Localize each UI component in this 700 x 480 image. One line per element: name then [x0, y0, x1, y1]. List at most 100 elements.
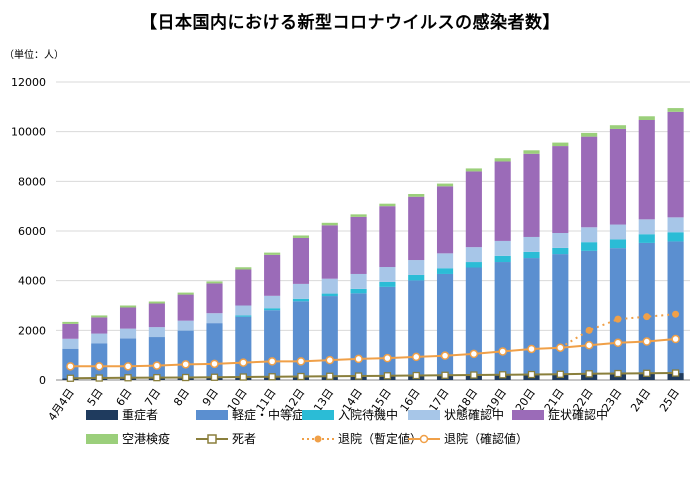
x-tick-label-1: 5日: [85, 386, 106, 408]
bar-segment-s4-13: [436, 186, 454, 254]
line-marker-2-2: [123, 362, 133, 371]
bar-segment-s2-19: [609, 239, 627, 249]
line-marker-2-21: [671, 334, 680, 344]
x-tick-label-20: 24日: [628, 386, 653, 414]
bar-segment-s3-15: [494, 240, 511, 256]
bar-segment-s5-7: [264, 252, 281, 255]
line-marker-0-8: [297, 372, 305, 381]
bar-segment-s4-11: [379, 206, 396, 268]
line-marker-2-3: [152, 361, 162, 370]
bar-segment-s4-14: [465, 171, 482, 248]
line-marker-2-11: [383, 353, 392, 363]
bar-segment-s1-14: [465, 267, 482, 376]
y-tick-label-4000: 4000: [18, 275, 46, 288]
bar-segment-s4-21: [667, 111, 684, 218]
line-marker-2-8: [296, 357, 306, 366]
x-tick-label-14: 18日: [455, 386, 480, 414]
line-marker-0-11: [383, 372, 392, 380]
line-marker-0-6: [239, 373, 247, 381]
bar-segment-s3-1: [91, 333, 108, 344]
y-tick-label-6000: 6000: [18, 225, 46, 238]
x-tick-label-19: 23日: [599, 386, 624, 414]
line-marker-2-18: [584, 340, 594, 350]
line-marker-1-20: [643, 313, 651, 321]
bar-segment-s1-3: [148, 337, 165, 379]
bar-segment-s5-6: [235, 267, 252, 270]
line-marker-0-16: [527, 370, 536, 379]
bar-layer: [62, 108, 684, 380]
bar-segment-s3-21: [667, 217, 684, 233]
x-tick-label-4: 8日: [171, 386, 192, 408]
x-tick-label-12: 16日: [398, 386, 423, 414]
line-marker-2-5: [210, 359, 219, 369]
bar-segment-s4-8: [292, 237, 310, 284]
line-marker-0-15: [499, 371, 507, 379]
line-layer: [66, 310, 680, 382]
bar-segment-s4-7: [264, 254, 281, 296]
bar-segment-s1-6: [235, 316, 252, 378]
bar-segment-s3-19: [609, 224, 627, 240]
x-axis: 4月4日 5日 6日 7日 8日 9日 10日 11日 12日 13日 14日 15日 16日 17日 18…: [46, 386, 682, 423]
bar-segment-s1-11: [379, 286, 396, 377]
bar-segment-s5-9: [321, 222, 338, 226]
line-path-1: [559, 313, 676, 349]
bar-segment-s2-6: [235, 315, 252, 317]
bar-segment-s5-2: [119, 305, 137, 308]
x-tick-label-2: 6日: [114, 386, 135, 408]
x-tick-label-16: 20日: [513, 386, 538, 414]
bar-segment-s1-17: [552, 254, 569, 375]
bar-segment-s4-4: [177, 294, 194, 321]
y-tick-label-12000: 12000: [11, 76, 46, 89]
bar-segment-s3-16: [523, 236, 540, 252]
line-marker-0-13: [441, 371, 449, 379]
chart-title: 【日本国内における新型コロナウイルスの感染者数】: [140, 13, 560, 33]
line-marker-1-21: [672, 310, 680, 318]
bar-segment-s4-1: [91, 317, 108, 334]
bar-segment-s2-10: [350, 288, 367, 294]
bar-segment-s4-17: [552, 146, 569, 233]
bar-segment-s2-8: [292, 298, 310, 302]
line-marker-2-16: [527, 344, 536, 354]
bar-segment-s3-9: [321, 278, 338, 294]
x-tick-label-13: 17日: [427, 386, 452, 414]
bar-segment-s4-0: [62, 323, 79, 339]
bar-segment-s4-9: [321, 225, 338, 279]
bar-segment-s3-8: [292, 283, 310, 299]
bar-segment-s5-16: [523, 150, 540, 154]
line-marker-0-19: [614, 369, 622, 378]
line-marker-2-20: [642, 337, 652, 346]
line-marker-2-14: [469, 349, 479, 359]
y-tick-label-0: 0: [39, 374, 46, 387]
line-path-2: [70, 338, 676, 368]
bar-segment-s1-5: [206, 323, 223, 378]
bar-segment-s4-19: [609, 128, 627, 225]
x-tick-label-21: 25日: [657, 386, 682, 414]
y-tick-label-10000: 10000: [11, 126, 46, 139]
bar-segment-s1-7: [264, 310, 281, 378]
line-marker-0-17: [556, 370, 564, 378]
bar-segment-s5-13: [436, 183, 454, 187]
x-tick-label-11: 15日: [369, 386, 394, 414]
bar-segment-s4-18: [581, 136, 598, 228]
bar-segment-s1-20: [638, 242, 655, 374]
line-marker-2-10: [354, 354, 363, 364]
bar-segment-s5-0: [62, 321, 79, 324]
bar-segment-s3-18: [581, 227, 598, 243]
bar-segment-s4-12: [408, 196, 425, 261]
x-tick-label-18: 22日: [571, 386, 596, 414]
bar-segment-s2-17: [552, 247, 569, 255]
x-tick-label-15: 19日: [484, 386, 509, 414]
bar-segment-s1-21: [667, 241, 684, 374]
bar-segment-s3-10: [350, 273, 367, 289]
bar-segment-s2-21: [667, 232, 684, 242]
y-tick-label-2000: 2000: [18, 324, 46, 337]
line-marker-0-10: [354, 372, 363, 380]
line-marker-1-19: [614, 315, 622, 323]
bar-segment-s4-20: [638, 119, 655, 220]
bar-segment-s5-1: [91, 315, 108, 318]
bar-segment-s3-0: [62, 338, 79, 349]
bar-segment-s2-18: [581, 242, 598, 251]
y-axis: 0 2000 4000 6000 8000 10000 12000: [11, 76, 46, 387]
bar-segment-s3-4: [177, 320, 194, 331]
bar-segment-s5-21: [667, 108, 684, 112]
